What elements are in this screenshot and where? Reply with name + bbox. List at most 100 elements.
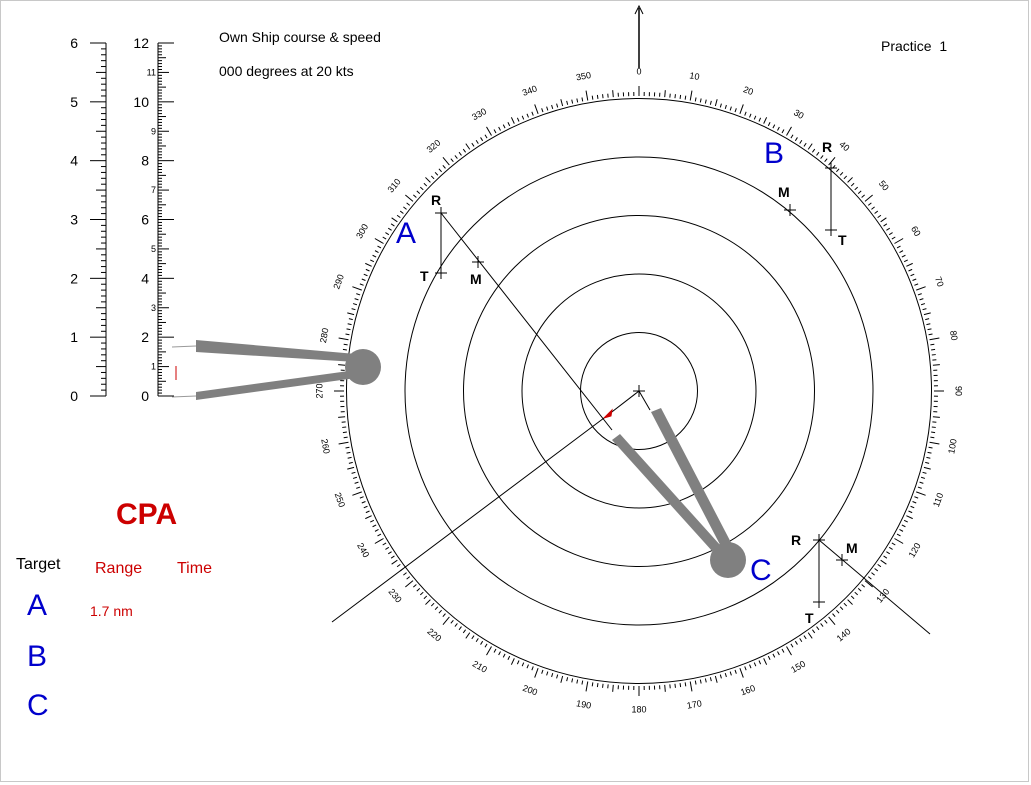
bearing-tick-243: [372, 524, 377, 528]
bearing-tick-331: [493, 129, 497, 134]
bearing-label-320: 320: [425, 137, 443, 154]
bearing-tick-25: [763, 117, 768, 124]
bearing-label-300: 300: [354, 222, 370, 240]
bearing-tick-341: [541, 108, 544, 113]
bearing-tick-291: [359, 283, 364, 286]
bearing-tick-130: [864, 580, 873, 588]
bearing-label-250: 250: [333, 491, 348, 509]
bearing-tick-80: [929, 337, 940, 341]
bearing-tick-344: [556, 103, 559, 108]
bearing-tick-34: [803, 142, 807, 147]
bearing-tick-217: [458, 626, 462, 631]
bearing-tick-47: [854, 186, 859, 191]
bearing-tick-51: [867, 202, 872, 206]
bearing-tick-215: [465, 632, 471, 639]
bearing-tick-167: [704, 678, 707, 683]
left-scale-label-4: 4: [70, 153, 78, 169]
bearing-tick-38: [820, 155, 824, 159]
bearing-tick-19: [734, 108, 737, 113]
bearing-tick-211: [484, 643, 488, 648]
bearing-tick-351: [591, 95, 594, 100]
bearing-tick-148: [794, 640, 798, 645]
bearing-line-sw: [331, 417, 605, 623]
bearing-tick-22: [749, 113, 752, 118]
bearing-tick-350: [585, 90, 589, 101]
bearing-tick-222: [438, 609, 442, 614]
bearing-tick-113: [910, 505, 915, 509]
bearing-tick-146: [803, 635, 807, 640]
cpa-c-line: [638, 390, 651, 411]
bearing-label-290: 290: [331, 273, 346, 291]
bearing-tick-154: [767, 655, 771, 660]
bearing-tick-185: [612, 684, 614, 692]
bearing-tick-161: [734, 669, 737, 674]
bearing-tick-121: [891, 542, 896, 546]
bearing-tick-126: [877, 563, 882, 568]
bearing-tick-342: [546, 106, 549, 111]
bearing-tick-140: [828, 616, 836, 625]
right-scale-label-10: 10: [133, 94, 149, 110]
bearing-tick-59: [891, 236, 896, 240]
right-scale-minor-label-7: 7: [151, 185, 156, 195]
bearing-tick-116: [903, 519, 908, 523]
bearing-tick-251: [356, 486, 361, 489]
bearing-tick-262: [342, 431, 347, 434]
bearing-label-100: 100: [946, 438, 958, 455]
target-c-label-t: T: [805, 610, 814, 626]
bearing-tick-275: [338, 364, 346, 366]
bearing-tick-258: [346, 451, 351, 454]
bearing-tick-40: [828, 157, 836, 166]
bearing-tick-15: [714, 99, 718, 107]
bearing-label-200: 200: [521, 683, 539, 698]
bearing-tick-231: [406, 576, 411, 580]
bearing-tick-232: [403, 572, 407, 576]
bearing-tick-107: [920, 476, 926, 479]
right-scale-label-8: 8: [141, 153, 149, 169]
divider-center-right-leg: [651, 408, 738, 560]
bearing-tick-64: [903, 259, 908, 263]
bearing-tick-241: [377, 533, 382, 537]
bearing-tick-39: [824, 158, 828, 163]
bearing-tick-58: [888, 232, 893, 236]
bearing-tick-159: [744, 666, 747, 671]
bearing-tick-333: [502, 124, 506, 129]
bearing-label-240: 240: [355, 541, 371, 559]
bearing-tick-195: [560, 675, 564, 683]
bearing-tick-221: [442, 613, 446, 617]
bearing-tick-141: [824, 619, 828, 624]
right-scale-minor-label-9: 9: [151, 126, 156, 136]
bearing-tick-286: [351, 308, 356, 311]
bearing-tick-143: [816, 626, 820, 631]
bearing-tick-63: [901, 254, 906, 258]
bearing-label-310: 310: [385, 177, 402, 195]
bearing-label-110: 110: [931, 491, 945, 508]
bearing-tick-352: [596, 94, 599, 99]
bearing-tick-188: [596, 683, 599, 688]
target-b-label-t: T: [838, 232, 847, 248]
bearing-tick-16: [719, 103, 722, 108]
bearing-tick-68: [912, 278, 917, 281]
divider-left-upper-point: [171, 345, 197, 348]
bearing-tick-313: [419, 186, 424, 191]
cpa-a-arrow-icon: [602, 408, 613, 420]
bearing-tick-324: [462, 148, 467, 153]
bearing-tick-42: [836, 168, 840, 173]
bearing-tick-337: [521, 115, 525, 120]
cpa-title: CPA: [116, 498, 178, 531]
bearing-tick-309: [406, 202, 411, 206]
bearing-tick-49: [861, 194, 865, 198]
bearing-tick-156: [758, 660, 762, 665]
bearing-tick-98: [931, 431, 936, 434]
bearing-tick-204: [516, 660, 520, 665]
bearing-tick-316: [430, 175, 435, 180]
bearing-tick-137: [839, 606, 844, 611]
bearing-tick-60: [894, 238, 904, 244]
own-ship-title: Own Ship course & speed: [219, 29, 381, 45]
bearing-tick-332: [498, 126, 501, 131]
bearing-tick-292: [361, 278, 366, 281]
divider-left-lower-point: [171, 395, 197, 398]
bearing-tick-314: [423, 182, 428, 187]
divider-tools: [171, 340, 746, 578]
bearing-tick-349: [581, 97, 584, 102]
